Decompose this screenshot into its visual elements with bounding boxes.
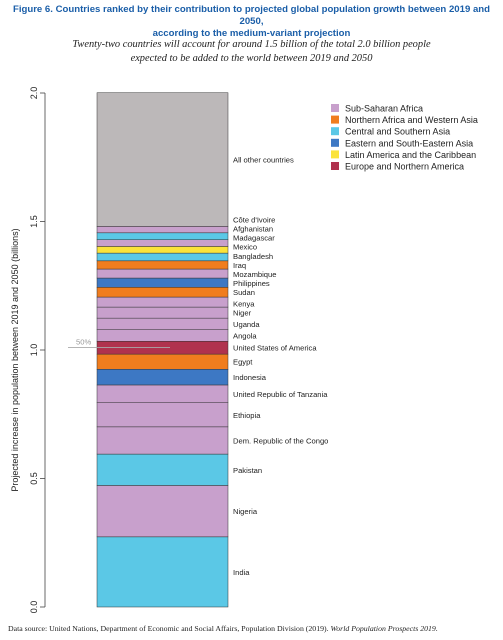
segment-label: Niger bbox=[233, 309, 252, 318]
segment-label: Philippines bbox=[233, 279, 270, 288]
segment-label: Kenya bbox=[233, 300, 255, 309]
bar-segment-nigeria bbox=[96, 485, 229, 538]
y-tick-label: 2.0 bbox=[29, 87, 39, 100]
legend-label: Latin America and the Caribbean bbox=[345, 150, 476, 160]
bar-segment-ethiopia bbox=[96, 402, 229, 428]
bar-segment-madagascar bbox=[96, 239, 229, 247]
segment-label: Angola bbox=[233, 331, 257, 340]
bar-segment-kenya bbox=[96, 296, 229, 308]
bar-segment-philippines bbox=[96, 277, 229, 288]
bar-segment-united-republic-of-tanzania bbox=[96, 384, 229, 403]
bar-segment-indonesia bbox=[96, 369, 229, 386]
segment-label: Mozambique bbox=[233, 270, 276, 279]
segment-label: Afghanistan bbox=[233, 224, 273, 233]
bar-segment-egypt bbox=[96, 353, 229, 370]
y-tick-label: 0.0 bbox=[29, 601, 39, 614]
y-axis-label: Projected increase in population between… bbox=[10, 228, 20, 491]
legend-swatch bbox=[331, 162, 339, 170]
segment-label: Dem. Republic of the Congo bbox=[233, 436, 328, 445]
segment-label: Nigeria bbox=[233, 507, 258, 516]
stacked-bar-chart: 0.0 0.5 1.0 1.5 2.0 Projected increase in pop… bbox=[10, 87, 478, 614]
figure-subtitle: Twenty-two countries will account for ar… bbox=[0, 38, 503, 66]
bar-segment-niger bbox=[96, 306, 229, 319]
y-tick-label: 1.0 bbox=[29, 344, 39, 357]
bar-segment-dem-republic-of-the-congo bbox=[96, 426, 229, 455]
figure-title: Figure 6. Countries ranked by their cont… bbox=[0, 4, 503, 40]
bar-segment-mexico bbox=[96, 246, 229, 254]
bar-segment-angola bbox=[96, 329, 229, 342]
bar-segment-bangladesh bbox=[96, 252, 229, 262]
segment-label: Iraq bbox=[233, 261, 246, 270]
title-line-1: Figure 6. Countries ranked by their cont… bbox=[12, 4, 491, 27]
subtitle-line-2: expected to be added to the world betwee… bbox=[130, 53, 373, 64]
legend-label: Central and Southern Asia bbox=[345, 127, 450, 137]
legend-label: Northern Africa and Western Asia bbox=[345, 115, 478, 125]
legend-swatch bbox=[331, 127, 339, 136]
legend-swatch bbox=[331, 104, 339, 112]
legend-swatch bbox=[331, 115, 339, 124]
legend-swatch bbox=[331, 150, 339, 159]
y-tick-label: 0.5 bbox=[29, 472, 39, 485]
segment-label: Egypt bbox=[233, 358, 253, 367]
segment-label: Côte d'Ivoire bbox=[233, 215, 275, 224]
segment-label: Pakistan bbox=[233, 466, 262, 475]
title-line-2: according to the medium-variant projecti… bbox=[152, 28, 351, 39]
bar-segment-iraq bbox=[96, 260, 229, 270]
bar-segment-sudan bbox=[96, 287, 229, 298]
segment-label: All other countries bbox=[233, 156, 294, 165]
segment-label: Uganda bbox=[233, 320, 260, 329]
segment-label: Ethiopia bbox=[233, 411, 261, 420]
bar-segment-c-te-d-ivoire bbox=[96, 226, 229, 234]
reference-label: 50% bbox=[76, 337, 91, 346]
data-source-note: Data source: United Nations, Department … bbox=[8, 624, 503, 633]
segment-label: Madagascar bbox=[233, 234, 275, 243]
legend-label: Sub-Saharan Africa bbox=[345, 104, 423, 114]
bar-segment-uganda bbox=[96, 317, 229, 330]
subtitle-line-1: Twenty-two countries will account for ar… bbox=[72, 39, 431, 50]
legend-label: Eastern and South-Eastern Asia bbox=[345, 138, 473, 148]
y-tick-label: 1.5 bbox=[29, 215, 39, 228]
segment-label: Indonesia bbox=[233, 373, 267, 382]
bar-segment-india bbox=[96, 536, 229, 608]
source-text: Data source: United Nations, Department … bbox=[8, 624, 329, 633]
segment-label: India bbox=[233, 568, 250, 577]
bar-segment-all-other-countries bbox=[96, 92, 229, 227]
segment-label: Sudan bbox=[233, 288, 255, 297]
bar-segment-afghanistan bbox=[96, 232, 229, 240]
legend-swatch bbox=[331, 138, 339, 147]
bar-segment-pakistan bbox=[96, 453, 229, 486]
bar-segment-mozambique bbox=[96, 268, 229, 279]
segment-label: Mexico bbox=[233, 243, 257, 252]
legend-label: Europe and Northern America bbox=[345, 162, 464, 172]
segment-label: United Republic of Tanzania bbox=[233, 390, 328, 399]
segment-label: Bangladesh bbox=[233, 252, 273, 261]
source-publication: World Population Prospects 2019. bbox=[330, 624, 438, 633]
segment-label: United States of America bbox=[233, 344, 317, 353]
